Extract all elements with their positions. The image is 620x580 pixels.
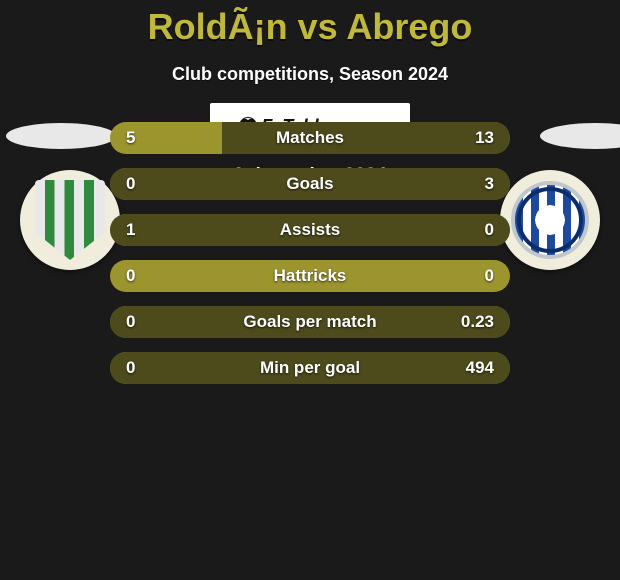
stat-value-right: 3	[485, 174, 494, 194]
stat-value-left: 0	[126, 266, 135, 286]
stat-label: Goals	[286, 174, 333, 194]
stat-bar-goals: 0 3 Goals	[110, 168, 510, 200]
shield-banfield-icon	[35, 180, 105, 260]
stat-value-left: 0	[126, 312, 135, 332]
stat-value-left: 0	[126, 174, 135, 194]
stat-label: Matches	[276, 128, 344, 148]
page-title: RoldÃ¡n vs Abrego	[0, 0, 620, 48]
stat-bar-assists: 1 0 Assists	[110, 214, 510, 246]
stat-value-left: 5	[126, 128, 135, 148]
page-subtitle: Club competitions, Season 2024	[0, 64, 620, 85]
shadow-ellipse-left	[6, 123, 116, 149]
stat-value-left: 1	[126, 220, 135, 240]
stat-bar-matches: 5 13 Matches	[110, 122, 510, 154]
stat-label: Hattricks	[274, 266, 347, 286]
stat-bar-mpg: 0 494 Min per goal	[110, 352, 510, 384]
crest-left	[20, 170, 120, 270]
stat-value-right: 494	[466, 358, 494, 378]
stat-value-right: 0	[485, 266, 494, 286]
stat-value-right: 13	[475, 128, 494, 148]
stat-label: Assists	[280, 220, 340, 240]
crest-right	[500, 170, 600, 270]
stat-label: Goals per match	[243, 312, 376, 332]
stat-value-left: 0	[126, 358, 135, 378]
stat-bar-gpm: 0 0.23 Goals per match	[110, 306, 510, 338]
stat-label: Min per goal	[260, 358, 360, 378]
stat-bars: 5 13 Matches 0 3 Goals 1 0 Assists 0 0 Hattricks 0 0.…	[110, 122, 510, 384]
shield-godoy-icon	[511, 181, 589, 259]
stat-bar-hattricks: 0 0 Hattricks	[110, 260, 510, 292]
stat-value-right: 0	[485, 220, 494, 240]
stat-value-right: 0.23	[461, 312, 494, 332]
stat-bar-fill-right	[222, 122, 510, 154]
